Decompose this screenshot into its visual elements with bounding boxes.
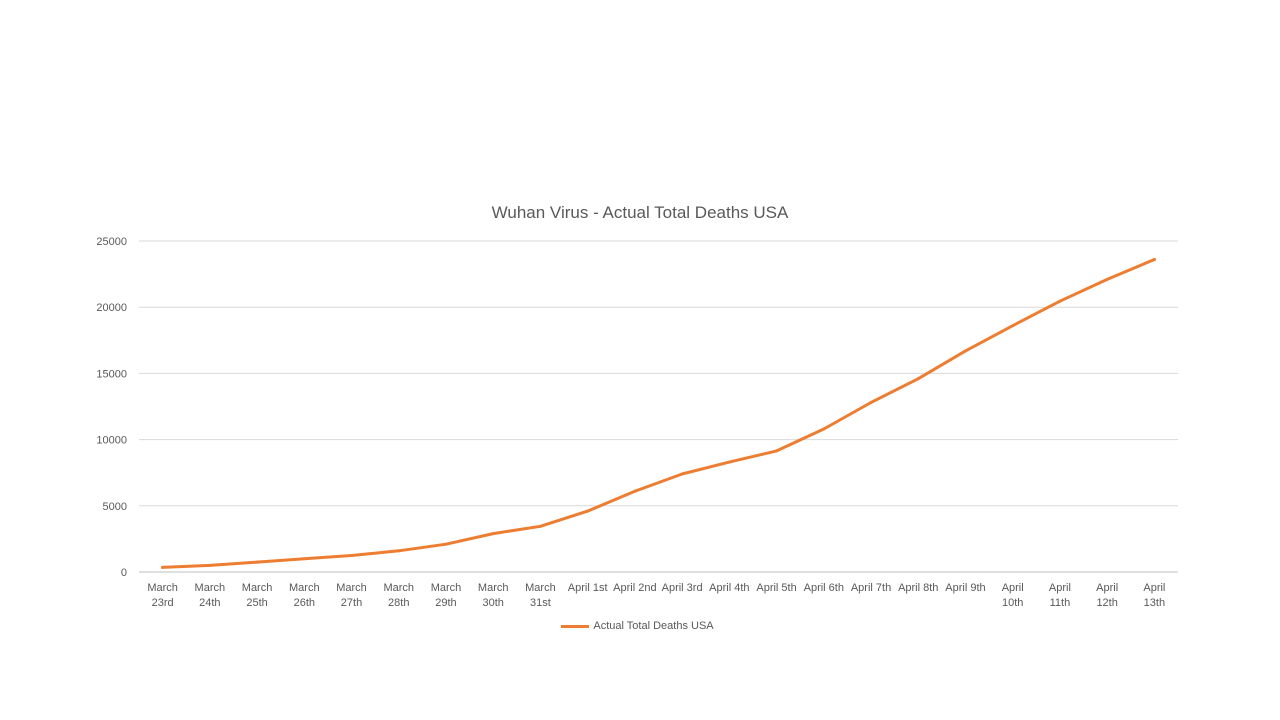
x-tick-label: March 30th xyxy=(478,582,509,609)
x-tick-label: April 5th xyxy=(756,582,796,594)
x-tick-label: March 28th xyxy=(383,582,414,609)
y-tick-label: 15000 xyxy=(96,368,127,380)
x-tick-label: April 10th xyxy=(1002,582,1024,609)
x-tick-label: March 23rd xyxy=(147,582,178,609)
data-point xyxy=(822,427,826,431)
y-tick-label: 0 xyxy=(121,567,127,579)
y-tick-label: 25000 xyxy=(96,236,127,248)
x-tick-label: March 26th xyxy=(289,582,320,609)
data-point xyxy=(869,401,873,405)
x-tick-label: March 24th xyxy=(195,582,226,609)
x-tick-label: March 27th xyxy=(336,582,367,609)
x-tick-label: March 25th xyxy=(242,582,273,609)
x-tick-label: April 12th xyxy=(1096,582,1118,609)
legend: Actual Total Deaths USA xyxy=(0,620,1280,632)
data-point xyxy=(208,563,212,567)
x-tick-label: April 13th xyxy=(1143,582,1165,609)
data-point xyxy=(397,549,401,553)
data-point xyxy=(255,560,259,564)
data-point xyxy=(1011,324,1015,328)
data-point xyxy=(161,565,165,569)
data-point xyxy=(350,553,354,557)
x-tick-label: April 9th xyxy=(945,582,985,594)
data-point xyxy=(963,349,967,353)
data-point xyxy=(727,460,731,464)
chart-title: Wuhan Virus - Actual Total Deaths USA xyxy=(491,203,789,222)
data-point xyxy=(302,557,306,561)
x-tick-label: April 6th xyxy=(804,582,844,594)
data-point xyxy=(444,542,448,546)
data-point xyxy=(538,524,542,528)
x-tick-label: March 29th xyxy=(431,582,462,609)
x-tick-label: April 2nd xyxy=(613,582,656,594)
y-tick-label: 5000 xyxy=(103,501,127,513)
data-point xyxy=(1058,299,1062,303)
x-tick-label: April 7th xyxy=(851,582,891,594)
legend-label: Actual Total Deaths USA xyxy=(593,620,714,632)
data-point xyxy=(491,532,495,536)
series-line xyxy=(161,258,1156,569)
data-point xyxy=(1105,277,1109,281)
x-tick-label: March 31st xyxy=(525,582,556,609)
data-point xyxy=(1152,258,1156,262)
data-point xyxy=(775,449,779,453)
data-point xyxy=(680,472,684,476)
x-tick-label: April 3rd xyxy=(662,582,703,594)
x-tick-label: April 1st xyxy=(568,582,608,594)
x-tick-label: April 8th xyxy=(898,582,938,594)
legend-swatch xyxy=(561,624,590,628)
data-point xyxy=(633,489,637,493)
x-tick-label: April 11th xyxy=(1049,582,1071,609)
y-tick-label: 10000 xyxy=(96,435,127,447)
y-tick-label: 20000 xyxy=(96,302,127,314)
data-point xyxy=(586,509,590,513)
data-point xyxy=(916,377,920,381)
x-tick-label: April 4th xyxy=(709,582,749,594)
